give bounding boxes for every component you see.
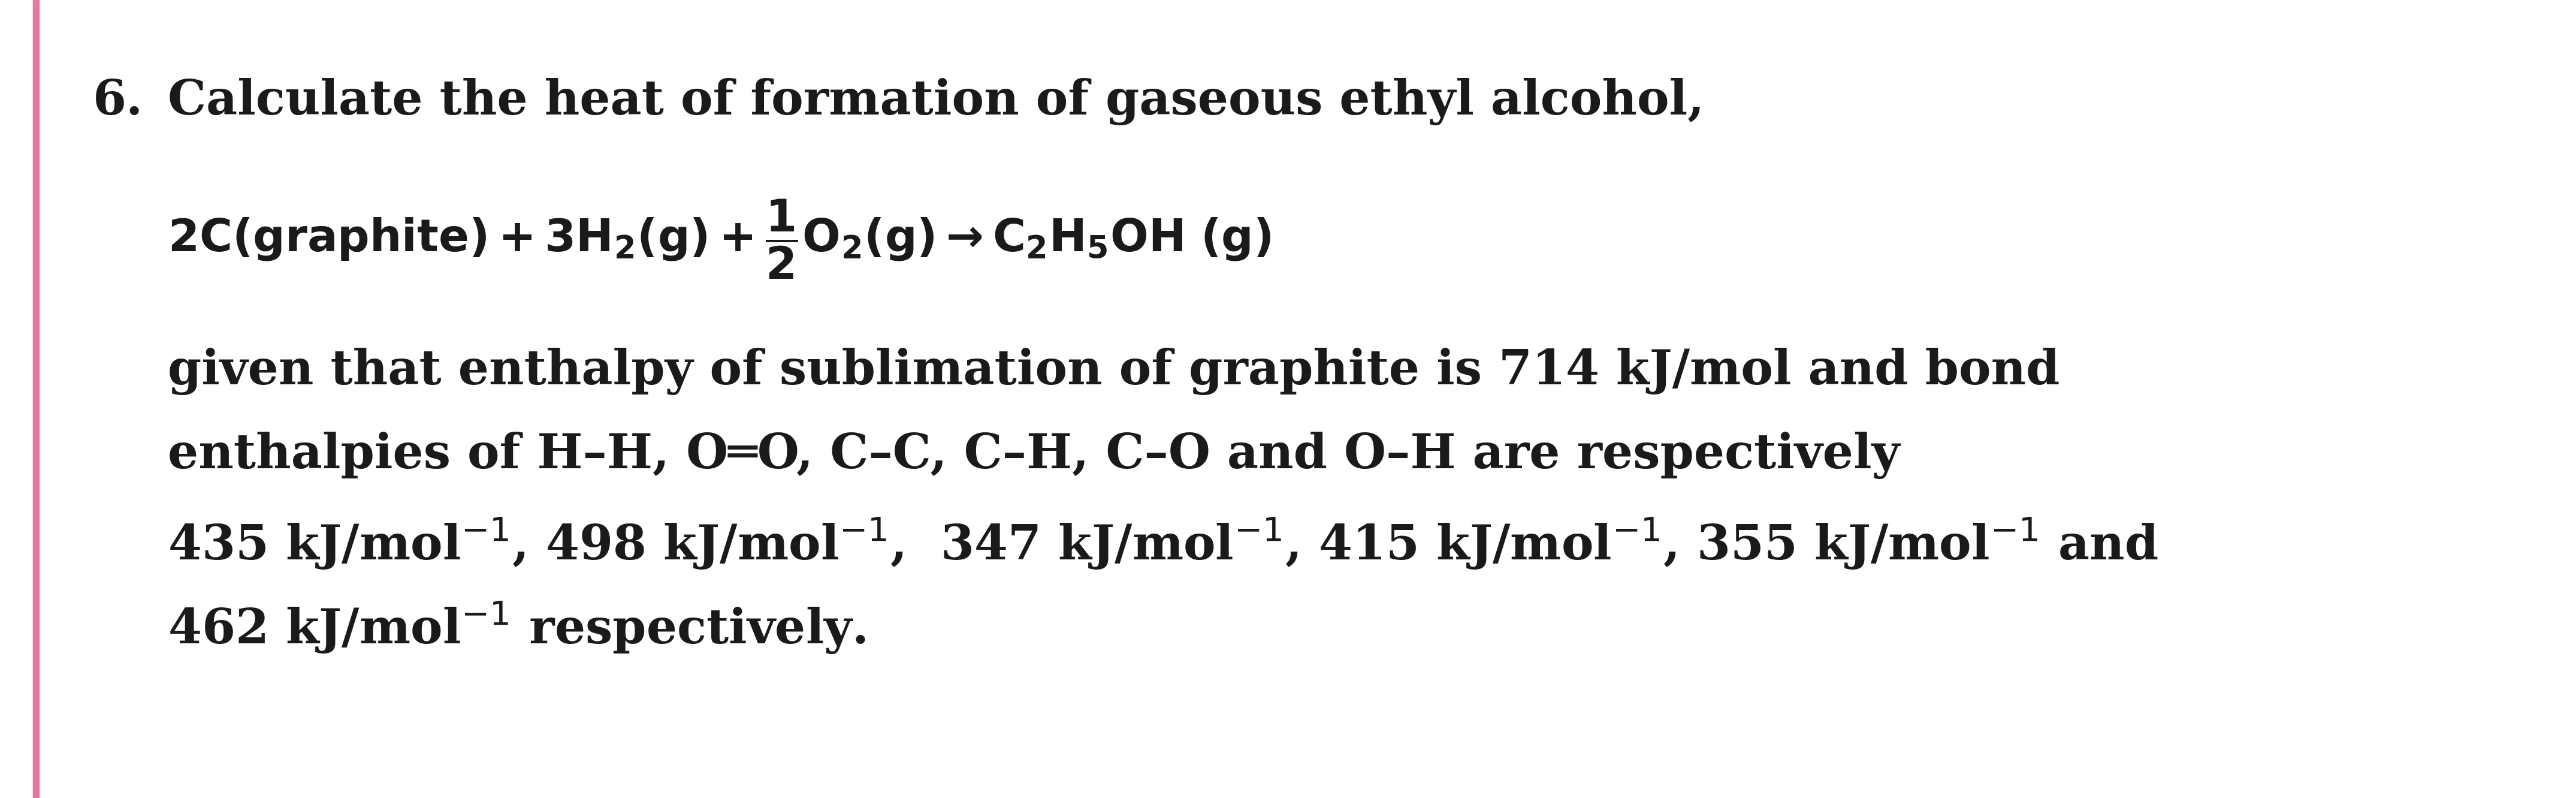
Text: enthalpies of H–H, O═O, C–C, C–H, C–O and O–H are respectively: enthalpies of H–H, O═O, C–C, C–H, C–O an… — [167, 432, 1899, 479]
Text: 6.: 6. — [93, 78, 144, 124]
Bar — [33, 0, 39, 798]
Text: given that enthalpy of sublimation of graphite is 714 kJ/mol and bond: given that enthalpy of sublimation of gr… — [167, 348, 2061, 395]
Text: Calculate the heat of formation of gaseous ethyl alcohol,: Calculate the heat of formation of gaseo… — [167, 78, 1705, 125]
Text: $\mathbf{2C(graphite) + 3H_2(g) + \dfrac{1}{2}O_2(g) \rightarrow C_2H_5OH\ (g)}$: $\mathbf{2C(graphite) + 3H_2(g) + \dfrac… — [167, 198, 1270, 281]
Text: 462 kJ/mol$^{-1}$ respectively.: 462 kJ/mol$^{-1}$ respectively. — [167, 599, 866, 656]
Text: 435 kJ/mol$^{-1}$, 498 kJ/mol$^{-1}$,  347 kJ/mol$^{-1}$, 415 kJ/mol$^{-1}$, 355: 435 kJ/mol$^{-1}$, 498 kJ/mol$^{-1}$, 34… — [167, 516, 2159, 571]
